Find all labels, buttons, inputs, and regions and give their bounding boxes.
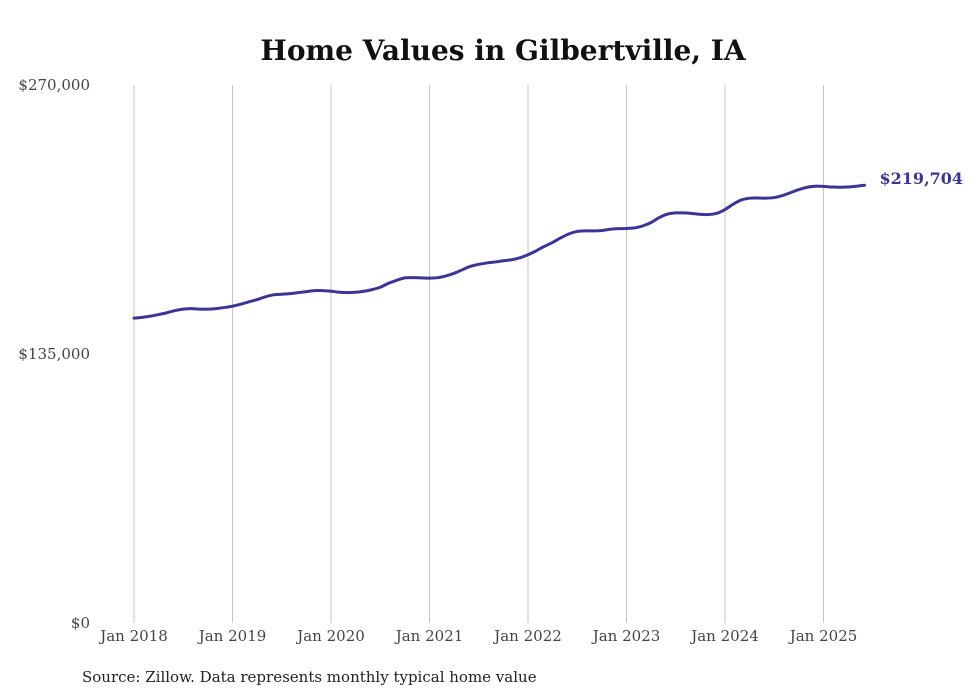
x-tick-label: Jan 2020 bbox=[295, 627, 365, 645]
x-tick-label: Jan 2019 bbox=[197, 627, 267, 645]
x-tick-label: Jan 2025 bbox=[788, 627, 858, 645]
source-note: Source: Zillow. Data represents monthly … bbox=[82, 668, 537, 686]
y-tick-label: $270,000 bbox=[18, 76, 90, 94]
gridlines bbox=[133, 85, 824, 623]
series-line bbox=[132, 183, 867, 320]
y-tick-label: $135,000 bbox=[18, 345, 90, 363]
x-tick-label: Jan 2022 bbox=[492, 627, 562, 645]
chart-title: Home Values in Gilbertville, IA bbox=[260, 34, 747, 67]
x-axis-ticks: Jan 2018 Jan 2019 Jan 2020 Jan 2021 Jan 2022… bbox=[98, 627, 857, 645]
end-value-label: $219,704 bbox=[880, 169, 964, 188]
x-tick-label: Jan 2018 bbox=[98, 627, 168, 645]
x-tick-label: Jan 2021 bbox=[394, 627, 464, 645]
y-axis-ticks: $0 $135,000 $270,000 bbox=[18, 76, 90, 632]
x-tick-label: Jan 2023 bbox=[591, 627, 661, 645]
plot-area: $219,704 bbox=[132, 169, 964, 320]
y-tick-label: $0 bbox=[71, 614, 90, 632]
x-tick-label: Jan 2024 bbox=[689, 627, 759, 645]
